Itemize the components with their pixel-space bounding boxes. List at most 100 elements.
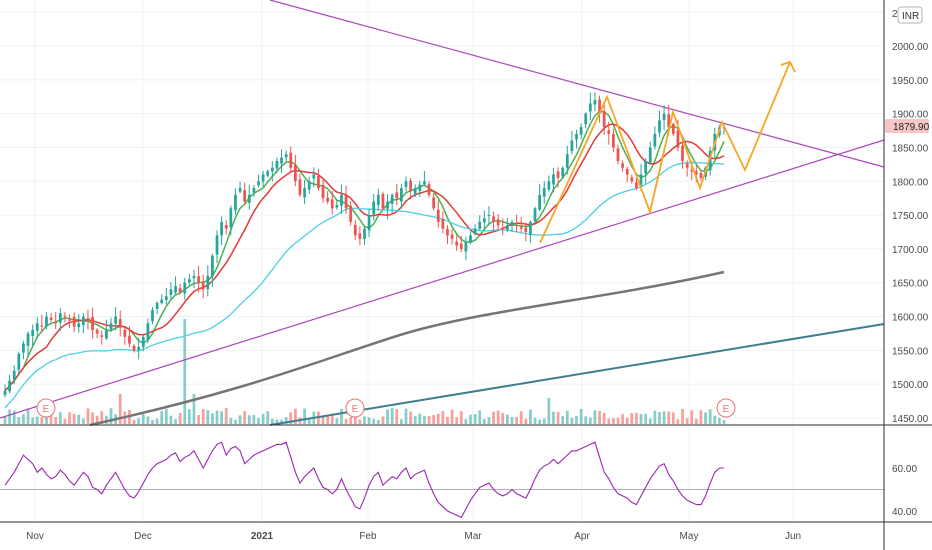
y-tick-label: 1700.00 (892, 245, 929, 256)
volume-bar (344, 418, 348, 424)
y-tick-label: 1500.00 (892, 380, 929, 391)
candle-body (169, 289, 173, 295)
y-tick-label: 1950.00 (892, 76, 929, 87)
volume-bar (164, 408, 168, 424)
ascending-trendline (0, 139, 885, 419)
volume-bar (459, 411, 463, 424)
volume-bar (293, 408, 297, 424)
volume-bar (63, 418, 67, 424)
ma-slow-line (4, 123, 725, 392)
x-tick-label: Jun (785, 531, 801, 542)
volume-bar (137, 418, 141, 424)
y-tick-label: 1650.00 (892, 279, 929, 290)
volume-bar (542, 418, 546, 424)
volume-bar (612, 418, 615, 424)
volume-bar (229, 417, 233, 424)
x-tick-label: 2021 (251, 531, 274, 542)
volume-bar (109, 408, 113, 424)
candle-body (676, 130, 680, 148)
volume-bar (367, 417, 371, 424)
candle-body (243, 190, 247, 202)
candle-body (570, 140, 574, 152)
volume-bar (247, 415, 251, 424)
volume-bar (215, 410, 219, 424)
volume-bar (201, 409, 205, 424)
volume-bar (423, 415, 426, 424)
projection-zigzag (539, 61, 791, 244)
volume-bar (699, 410, 703, 424)
currency-badge[interactable]: INR (897, 6, 923, 24)
candle-body (128, 335, 131, 344)
volume-bar (644, 413, 648, 424)
volume-bar (395, 409, 399, 424)
candle-body (303, 188, 306, 198)
volume-bar (427, 416, 431, 424)
volume-bar (307, 418, 311, 424)
candle-body (63, 315, 67, 317)
volume-bar (31, 417, 35, 424)
candle-body (579, 127, 583, 135)
volume-bar (238, 415, 242, 424)
volume-bar (690, 410, 694, 424)
rsi-axis-labels: 60.00 40.00 (892, 464, 917, 518)
candle-body (616, 148, 620, 161)
candle-body (653, 133, 657, 147)
volume-bar (552, 411, 555, 424)
candle-body (137, 346, 141, 351)
volume-bar (118, 394, 122, 424)
volume-bar (547, 398, 551, 424)
candle-body (699, 172, 703, 178)
volume-bar (639, 413, 643, 424)
volume-bar (529, 409, 532, 424)
volume-bar (399, 419, 403, 424)
volume-bar (533, 417, 537, 424)
candle-body (220, 221, 223, 236)
candle-body (685, 163, 689, 168)
volume-bar (91, 412, 94, 424)
volume-bar (501, 412, 505, 424)
candle-body (584, 113, 588, 125)
volume-bar (192, 394, 196, 424)
volume-bar (95, 415, 99, 424)
volume-bar (151, 419, 154, 424)
candle-body (12, 370, 16, 381)
x-tick-label: Dec (134, 531, 152, 542)
volume-bar (54, 417, 58, 424)
candle-body (381, 193, 385, 209)
volume-bar (584, 416, 588, 424)
volume-bar (390, 408, 394, 424)
candle-body (399, 188, 403, 202)
volume-bar (8, 409, 11, 424)
volume-bar (363, 416, 366, 424)
candle-body (326, 197, 330, 202)
volume-bar (506, 414, 509, 424)
volume-bar (482, 418, 486, 424)
candle-body (40, 325, 44, 327)
ma-50-line (4, 161, 725, 409)
volume-bar (538, 419, 542, 424)
volume-bar (105, 415, 108, 424)
volume-bar (593, 410, 597, 424)
volume-bar (722, 419, 726, 424)
volume-bar (635, 412, 638, 424)
candle-body (708, 150, 712, 171)
candle-body (229, 208, 233, 228)
volume-bar (510, 417, 514, 424)
time-axis-labels: Nov Dec 2021 Feb Mar Apr May Jun (26, 531, 801, 542)
volume-bar (404, 408, 408, 424)
volume-bar (607, 418, 611, 424)
volume-bar (413, 416, 417, 424)
candle-body (68, 319, 71, 321)
candle-body (146, 323, 150, 340)
candle-body (234, 194, 237, 211)
candle-body (446, 228, 449, 236)
volume-bar (625, 417, 629, 424)
earnings-marker (716, 398, 736, 418)
trendlines (0, 0, 885, 426)
candle-body (26, 333, 30, 346)
candle-body (529, 221, 532, 235)
volume-bar (372, 418, 376, 424)
candle-body (662, 113, 666, 120)
